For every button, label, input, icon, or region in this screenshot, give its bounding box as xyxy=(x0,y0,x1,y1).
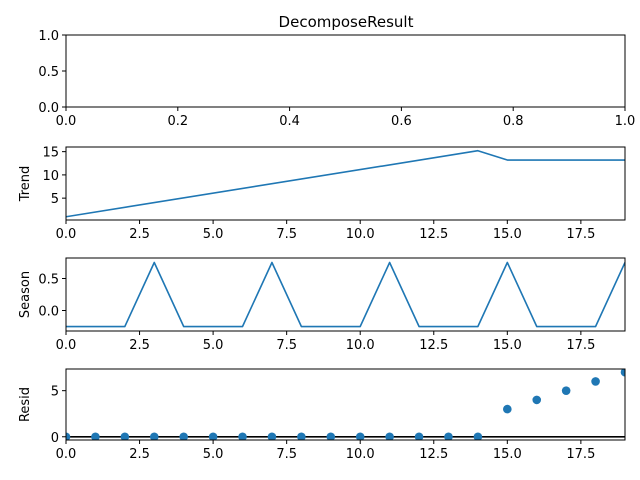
observed-axes-frame xyxy=(65,34,626,108)
trend-series-line xyxy=(66,149,625,218)
trend-x-tick-label: 12.5 xyxy=(419,227,448,242)
resid-x-tick-label: 7.5 xyxy=(276,447,297,462)
resid-y-tick-label: 0 xyxy=(51,431,59,446)
chart-title: DecomposeResult xyxy=(279,13,414,31)
trend-x-tick-label: 0.0 xyxy=(56,227,77,242)
panel-seasonal: 0.0 2.5 5.0 7.5 10.0 12.5 15.0 17.5 0.0 0.5 Season xyxy=(18,257,626,353)
resid-axes-frame xyxy=(65,368,626,441)
trend-y-axis-label: Trend xyxy=(18,166,33,203)
resid-point xyxy=(414,432,424,440)
seasonal-data xyxy=(66,261,625,328)
trend-x-tick-label: 17.5 xyxy=(566,227,595,242)
resid-point xyxy=(297,432,306,440)
trend-x-tick-label: 15.0 xyxy=(493,227,522,242)
resid-point xyxy=(385,432,394,440)
resid-x-tick-label: 5.0 xyxy=(203,447,224,462)
observed-y-tick-label: 1.0 xyxy=(38,29,59,44)
trend-axes-frame xyxy=(65,146,626,221)
seasonal-y-tick-label: 0.5 xyxy=(38,272,59,287)
resid-point xyxy=(238,432,247,440)
resid-point xyxy=(503,404,512,414)
resid-point xyxy=(355,432,365,440)
observed-x-tick-label: 0.8 xyxy=(503,114,524,129)
resid-point xyxy=(149,432,159,440)
observed-x-tick-label: 0.4 xyxy=(279,114,300,129)
resid-y-axis-label: Resid xyxy=(18,387,33,422)
panel-observed: 0.0 0.2 0.4 0.6 0.8 1.0 0.0 0.5 1.0 xyxy=(38,29,635,129)
resid-point xyxy=(91,432,100,440)
trend-y-tick-label: 5 xyxy=(51,192,59,207)
seasonal-x-tick-label: 7.5 xyxy=(276,338,297,353)
resid-x-tick-label: 10.0 xyxy=(346,447,375,462)
observed-x-tick-label: 0.6 xyxy=(391,114,412,129)
trend-data xyxy=(66,149,625,218)
resid-point xyxy=(444,432,453,440)
resid-point xyxy=(120,432,130,440)
observed-x-tick-label: 0.0 xyxy=(56,114,77,129)
trend-x-tick-label: 7.5 xyxy=(276,227,297,242)
observed-y-tick-label: 0.5 xyxy=(38,65,59,80)
seasonal-x-tick-label: 5.0 xyxy=(203,338,224,353)
trend-x-tick-label: 5.0 xyxy=(203,227,224,242)
resid-point xyxy=(267,432,277,440)
seasonal-x-tick-label: 17.5 xyxy=(566,338,595,353)
resid-point xyxy=(66,432,71,440)
resid-point xyxy=(620,369,625,377)
observed-y-tick-label: 0.0 xyxy=(38,101,59,116)
seasonal-series-line xyxy=(66,261,625,328)
resid-data xyxy=(66,369,625,440)
resid-point xyxy=(532,395,542,405)
resid-x-tick-label: 0.0 xyxy=(56,447,77,462)
resid-x-tick-label: 12.5 xyxy=(419,447,448,462)
resid-point xyxy=(591,377,600,386)
panel-resid: 0.0 2.5 5.0 7.5 10.0 12.5 15.0 17.5 0 5 Resid xyxy=(18,368,626,462)
trend-y-tick-label: 10 xyxy=(42,169,59,184)
trend-y-tick-label: 15 xyxy=(42,146,59,161)
resid-point xyxy=(473,432,483,440)
resid-x-tick-label: 2.5 xyxy=(129,447,150,462)
resid-x-tick-label: 17.5 xyxy=(566,447,595,462)
resid-point xyxy=(326,432,336,440)
seasonal-x-tick-label: 2.5 xyxy=(129,338,150,353)
observed-x-tick-label: 0.2 xyxy=(167,114,188,129)
seasonal-y-tick-label: 0.0 xyxy=(38,305,59,320)
resid-y-tick-label: 5 xyxy=(51,385,59,400)
resid-point xyxy=(208,432,218,440)
seasonal-axes-frame xyxy=(65,257,626,332)
seasonal-x-tick-label: 10.0 xyxy=(346,338,375,353)
panel-trend: 0.0 2.5 5.0 7.5 10.0 12.5 15.0 17.5 5 10 15 Trend xyxy=(18,146,626,242)
trend-x-tick-label: 10.0 xyxy=(346,227,375,242)
trend-x-tick-label: 2.5 xyxy=(129,227,150,242)
observed-x-tick-label: 1.0 xyxy=(615,114,636,129)
seasonal-x-tick-label: 12.5 xyxy=(419,338,448,353)
resid-x-tick-label: 15.0 xyxy=(493,447,522,462)
resid-point xyxy=(179,432,188,440)
seasonal-x-tick-label: 0.0 xyxy=(56,338,77,353)
resid-point xyxy=(561,386,571,395)
seasonal-y-axis-label: Season xyxy=(18,271,33,318)
seasonal-x-tick-label: 15.0 xyxy=(493,338,522,353)
